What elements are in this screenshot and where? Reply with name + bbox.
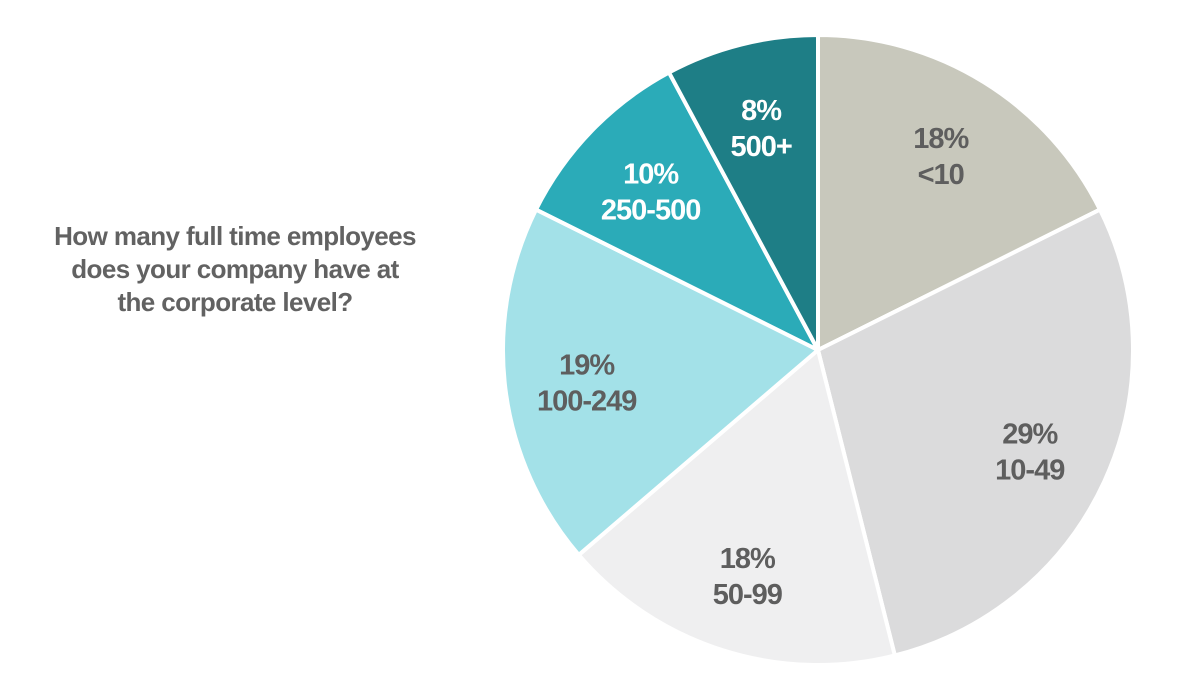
slice-value-label: 8% [741,95,782,127]
slice-category-label: 500+ [730,131,791,163]
slice-category-label: 10-49 [995,454,1065,486]
slice-value-label: 18% [913,123,969,155]
slice-value-label: 29% [1002,418,1058,450]
slice-category-label: 250-500 [601,195,700,227]
pie-slice--10 [816,33,1102,352]
pie-slice-100-249 [501,207,820,557]
pie-slice-10-49 [816,207,1136,658]
chart-title-line: does your company have at [71,254,399,284]
slice-value-label: 10% [623,159,679,191]
pie-slice-50-99 [576,348,897,667]
slice-category-label: 50-99 [713,579,783,611]
pie-slice-500- [666,33,820,352]
chart-title-line: the corporate level? [117,287,353,317]
slice-category-label: <10 [918,159,964,191]
slice-value-label: 18% [720,543,776,575]
slice-value-label: 19% [559,350,615,382]
chart-title: How many full time employees does your c… [20,220,450,319]
slice-category-label: 100-249 [537,386,637,418]
pie-slice-250-500 [534,70,820,352]
chart-title-line: How many full time employees [54,221,416,251]
